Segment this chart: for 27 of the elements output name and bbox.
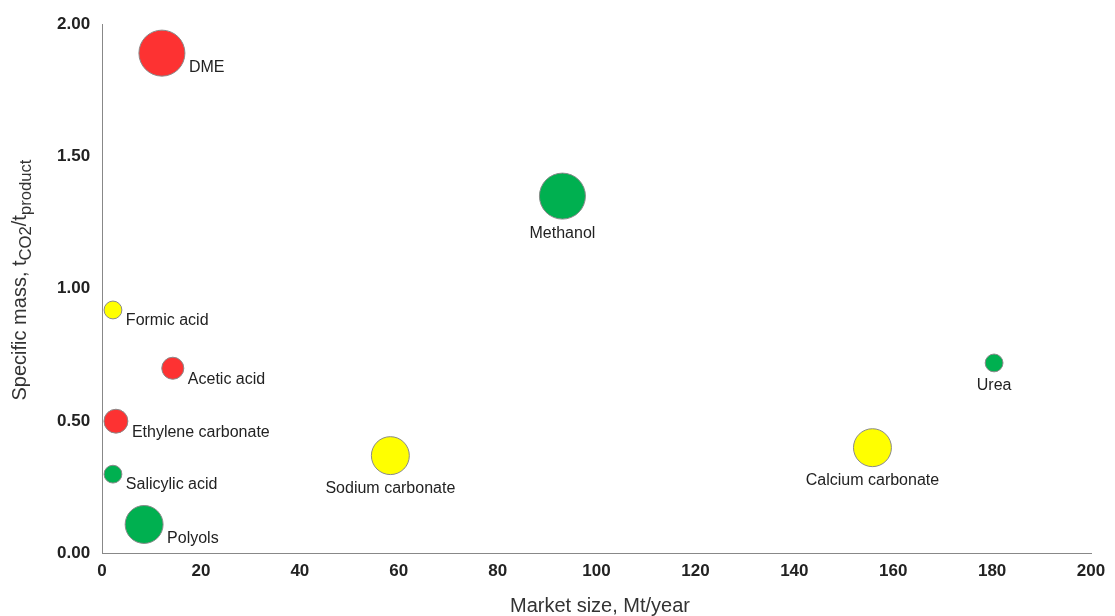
y-tick-label: 1.00: [56, 278, 91, 298]
annotation: Calcium carbonate: [805, 471, 940, 489]
annotation: DME: [188, 58, 225, 76]
x-tick-label: 60: [389, 561, 409, 581]
annotation: Sodium carbonate: [325, 479, 456, 496]
y-tick-label: 1.50: [56, 146, 91, 166]
x-tick-label: 140: [780, 561, 809, 581]
x-tick-label: 160: [879, 561, 908, 581]
annotation: Acetic acid: [187, 369, 266, 387]
x-tick-label: 20: [191, 561, 211, 581]
annotation: Formic acid: [125, 311, 209, 329]
annotation: Polyols: [167, 528, 219, 546]
y-tick-label: 0.50: [56, 410, 91, 430]
annotation: Methanol: [529, 223, 596, 241]
x-tick-label: 0: [97, 561, 107, 581]
x-tick-label: 120: [681, 561, 710, 581]
x-axis-title: Market size, Mt/year: [509, 594, 691, 616]
x-tick-label: 80: [488, 561, 508, 581]
annotation: Urea: [976, 376, 1012, 394]
y-tick-label: 2.00: [56, 13, 91, 33]
x-tick-label: 200: [1076, 561, 1106, 581]
x-tick-label: 100: [582, 561, 611, 581]
annotation: Salicylic acid: [125, 475, 218, 493]
annotation: Ethylene carbonate: [131, 423, 270, 441]
y-tick-label: 0.00: [56, 543, 91, 563]
x-tick-label: 40: [290, 561, 310, 581]
x-tick-label: 180: [977, 561, 1007, 581]
